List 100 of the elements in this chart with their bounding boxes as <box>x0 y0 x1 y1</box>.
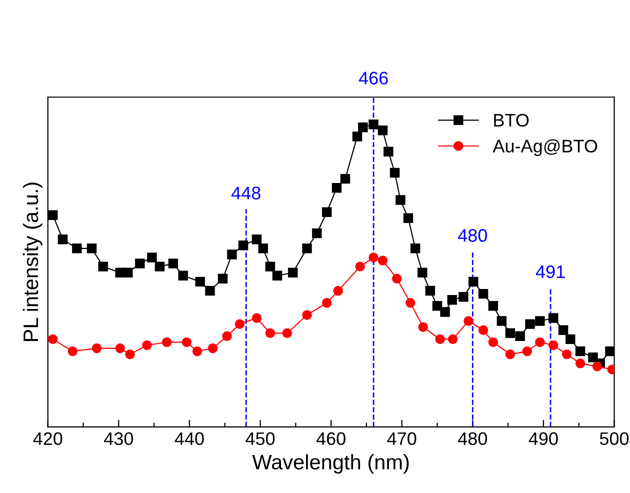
point <box>378 256 388 266</box>
point <box>358 122 368 132</box>
point <box>272 270 282 281</box>
point <box>565 334 576 344</box>
point <box>162 337 172 348</box>
point <box>548 313 558 323</box>
point <box>410 244 420 254</box>
point <box>115 343 125 354</box>
point <box>432 301 442 311</box>
point <box>154 262 165 272</box>
point <box>392 274 402 284</box>
point <box>227 250 237 260</box>
point <box>418 268 428 278</box>
x-tick-label: 490 <box>528 432 558 446</box>
point <box>92 343 102 354</box>
point <box>496 316 507 326</box>
point <box>282 328 292 338</box>
point <box>535 337 545 348</box>
point <box>58 234 68 244</box>
point <box>135 258 145 268</box>
point <box>368 119 378 130</box>
point <box>447 294 457 305</box>
point <box>340 174 350 184</box>
point <box>440 307 450 317</box>
x-tick-label: 460 <box>316 432 346 446</box>
x-axis-title: Wavelength (nm) <box>252 454 409 474</box>
point <box>418 322 428 332</box>
point <box>505 328 516 338</box>
point <box>48 210 58 220</box>
point <box>332 183 342 193</box>
point <box>252 313 262 323</box>
ref-line-label: 448 <box>231 186 260 200</box>
point <box>403 213 414 224</box>
x-tick-label: 500 <box>600 432 629 446</box>
point <box>168 258 178 268</box>
point <box>458 292 468 302</box>
point <box>182 337 192 348</box>
point <box>265 328 276 338</box>
x-tick-label: 480 <box>458 432 488 446</box>
x-tick-label: 440 <box>174 432 204 446</box>
point <box>592 362 602 372</box>
point <box>488 337 498 348</box>
point <box>575 358 586 368</box>
point <box>208 343 218 354</box>
point <box>488 301 498 311</box>
point <box>48 334 58 344</box>
y-axis-title: PL intensity (a.u.) <box>22 182 42 341</box>
point <box>605 346 614 356</box>
point <box>548 340 558 350</box>
point <box>252 234 262 244</box>
point <box>515 331 525 342</box>
point <box>478 288 488 299</box>
point <box>312 228 322 238</box>
point <box>258 244 268 254</box>
point <box>368 252 378 262</box>
ref-line-label: 480 <box>458 229 488 242</box>
point <box>192 346 202 356</box>
point <box>195 276 205 287</box>
point <box>464 316 474 326</box>
x-tick-label: 420 <box>33 432 62 446</box>
x-tick-label: 470 <box>387 432 416 446</box>
point <box>68 346 78 356</box>
point <box>86 244 97 254</box>
point <box>535 316 545 326</box>
point <box>448 334 458 344</box>
point <box>384 146 394 156</box>
point <box>435 334 445 344</box>
point <box>238 240 248 250</box>
point <box>302 244 312 254</box>
point <box>478 325 488 335</box>
point <box>588 352 598 362</box>
point <box>205 286 215 296</box>
point <box>333 286 344 296</box>
point <box>302 310 312 320</box>
point <box>562 349 572 360</box>
point <box>147 252 157 262</box>
point <box>142 340 152 350</box>
ref-line-label: 466 <box>358 72 388 84</box>
point <box>405 298 416 308</box>
legend-label: Au-Ag@BTO <box>492 139 598 156</box>
x-tick-label: 450 <box>246 432 275 446</box>
point <box>396 195 406 205</box>
point <box>575 346 586 356</box>
point <box>178 270 188 281</box>
point <box>522 346 532 356</box>
point <box>98 262 108 272</box>
point <box>378 126 388 136</box>
point <box>558 325 568 335</box>
point <box>468 276 478 287</box>
point <box>218 274 228 284</box>
point <box>525 319 535 329</box>
point <box>355 262 365 272</box>
point <box>72 244 82 254</box>
point <box>505 349 516 360</box>
ref-line-label: 491 <box>536 265 565 278</box>
point <box>222 331 232 342</box>
point <box>288 268 298 278</box>
point <box>390 168 400 178</box>
x-tick-label: 430 <box>104 432 134 446</box>
point <box>352 132 362 142</box>
